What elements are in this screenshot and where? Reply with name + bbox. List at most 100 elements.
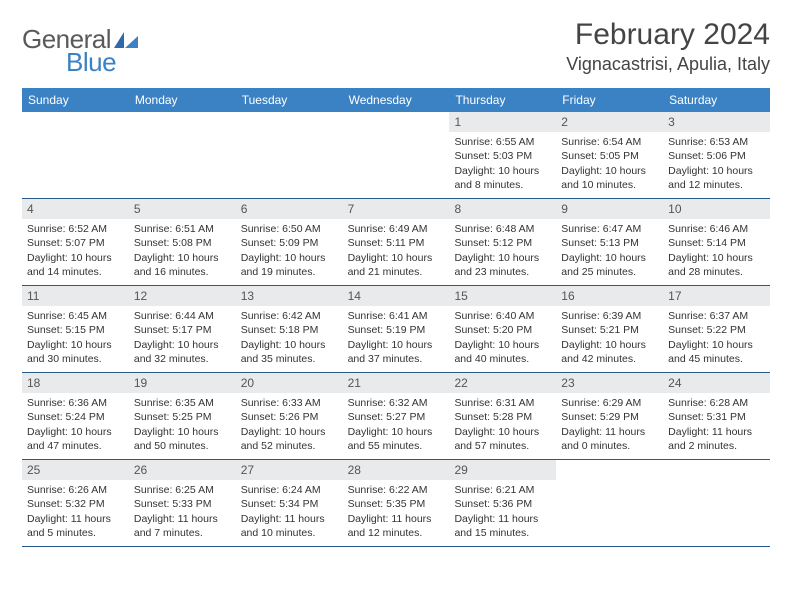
dl2-text: and 40 minutes. — [454, 352, 551, 366]
day-body: Sunrise: 6:44 AMSunset: 5:17 PMDaylight:… — [129, 306, 236, 371]
sunrise-text: Sunrise: 6:47 AM — [561, 222, 658, 236]
sunset-text: Sunset: 5:13 PM — [561, 236, 658, 250]
dl1-text: Daylight: 10 hours — [561, 164, 658, 178]
day-header: Saturday — [663, 88, 770, 112]
sunrise-text: Sunrise: 6:53 AM — [668, 135, 765, 149]
dl2-text: and 19 minutes. — [241, 265, 338, 279]
dl1-text: Daylight: 10 hours — [27, 338, 124, 352]
day-number: 21 — [343, 373, 450, 393]
day-number: 4 — [22, 199, 129, 219]
day-body: Sunrise: 6:26 AMSunset: 5:32 PMDaylight:… — [22, 480, 129, 545]
day-cell: 4Sunrise: 6:52 AMSunset: 5:07 PMDaylight… — [22, 199, 129, 285]
sunrise-text: Sunrise: 6:50 AM — [241, 222, 338, 236]
day-body: Sunrise: 6:37 AMSunset: 5:22 PMDaylight:… — [663, 306, 770, 371]
dl2-text: and 47 minutes. — [27, 439, 124, 453]
day-cell: 21Sunrise: 6:32 AMSunset: 5:27 PMDayligh… — [343, 373, 450, 459]
dl1-text: Daylight: 10 hours — [134, 251, 231, 265]
dl2-text: and 57 minutes. — [454, 439, 551, 453]
dl2-text: and 42 minutes. — [561, 352, 658, 366]
dl2-text: and 12 minutes. — [668, 178, 765, 192]
day-body: Sunrise: 6:47 AMSunset: 5:13 PMDaylight:… — [556, 219, 663, 284]
week-row: 25Sunrise: 6:26 AMSunset: 5:32 PMDayligh… — [22, 460, 770, 547]
dl2-text: and 14 minutes. — [27, 265, 124, 279]
dl1-text: Daylight: 10 hours — [454, 164, 551, 178]
day-number: 6 — [236, 199, 343, 219]
dl1-text: Daylight: 11 hours — [561, 425, 658, 439]
sunrise-text: Sunrise: 6:31 AM — [454, 396, 551, 410]
sunrise-text: Sunrise: 6:37 AM — [668, 309, 765, 323]
week-row: 18Sunrise: 6:36 AMSunset: 5:24 PMDayligh… — [22, 373, 770, 460]
dl2-text: and 37 minutes. — [348, 352, 445, 366]
day-number: 13 — [236, 286, 343, 306]
sunrise-text: Sunrise: 6:44 AM — [134, 309, 231, 323]
dl2-text: and 35 minutes. — [241, 352, 338, 366]
day-number: 24 — [663, 373, 770, 393]
day-number: 27 — [236, 460, 343, 480]
day-cell — [236, 112, 343, 198]
day-body: Sunrise: 6:41 AMSunset: 5:19 PMDaylight:… — [343, 306, 450, 371]
day-number: 1 — [449, 112, 556, 132]
day-header: Sunday — [22, 88, 129, 112]
day-cell: 23Sunrise: 6:29 AMSunset: 5:29 PMDayligh… — [556, 373, 663, 459]
dl2-text: and 45 minutes. — [668, 352, 765, 366]
sunset-text: Sunset: 5:21 PM — [561, 323, 658, 337]
day-number: 5 — [129, 199, 236, 219]
sunrise-text: Sunrise: 6:39 AM — [561, 309, 658, 323]
day-cell: 5Sunrise: 6:51 AMSunset: 5:08 PMDaylight… — [129, 199, 236, 285]
day-number: 10 — [663, 199, 770, 219]
day-number: 15 — [449, 286, 556, 306]
day-number: 26 — [129, 460, 236, 480]
dl1-text: Daylight: 10 hours — [668, 164, 765, 178]
sunrise-text: Sunrise: 6:24 AM — [241, 483, 338, 497]
week-row: 11Sunrise: 6:45 AMSunset: 5:15 PMDayligh… — [22, 286, 770, 373]
dl1-text: Daylight: 11 hours — [668, 425, 765, 439]
month-title: February 2024 — [566, 18, 770, 52]
dl2-text: and 50 minutes. — [134, 439, 231, 453]
dl1-text: Daylight: 10 hours — [561, 251, 658, 265]
sunrise-text: Sunrise: 6:29 AM — [561, 396, 658, 410]
dl2-text: and 8 minutes. — [454, 178, 551, 192]
dl2-text: and 23 minutes. — [454, 265, 551, 279]
dl2-text: and 28 minutes. — [668, 265, 765, 279]
dl2-text: and 32 minutes. — [134, 352, 231, 366]
day-cell: 6Sunrise: 6:50 AMSunset: 5:09 PMDaylight… — [236, 199, 343, 285]
week-row: 1Sunrise: 6:55 AMSunset: 5:03 PMDaylight… — [22, 112, 770, 199]
day-header-row: SundayMondayTuesdayWednesdayThursdayFrid… — [22, 88, 770, 112]
sunset-text: Sunset: 5:11 PM — [348, 236, 445, 250]
day-body: Sunrise: 6:39 AMSunset: 5:21 PMDaylight:… — [556, 306, 663, 371]
day-number: 17 — [663, 286, 770, 306]
sunrise-text: Sunrise: 6:28 AM — [668, 396, 765, 410]
header: General Blue February 2024 Vignacastrisi… — [22, 18, 770, 78]
day-cell: 17Sunrise: 6:37 AMSunset: 5:22 PMDayligh… — [663, 286, 770, 372]
sunrise-text: Sunrise: 6:54 AM — [561, 135, 658, 149]
sunset-text: Sunset: 5:24 PM — [27, 410, 124, 424]
day-body: Sunrise: 6:55 AMSunset: 5:03 PMDaylight:… — [449, 132, 556, 197]
day-header: Tuesday — [236, 88, 343, 112]
day-number: 25 — [22, 460, 129, 480]
day-cell — [129, 112, 236, 198]
day-cell: 20Sunrise: 6:33 AMSunset: 5:26 PMDayligh… — [236, 373, 343, 459]
day-body: Sunrise: 6:49 AMSunset: 5:11 PMDaylight:… — [343, 219, 450, 284]
dl1-text: Daylight: 10 hours — [454, 338, 551, 352]
dl2-text: and 0 minutes. — [561, 439, 658, 453]
dl1-text: Daylight: 11 hours — [348, 512, 445, 526]
dl1-text: Daylight: 10 hours — [27, 251, 124, 265]
dl2-text: and 7 minutes. — [134, 526, 231, 540]
sunset-text: Sunset: 5:19 PM — [348, 323, 445, 337]
day-cell: 1Sunrise: 6:55 AMSunset: 5:03 PMDaylight… — [449, 112, 556, 198]
dl2-text: and 25 minutes. — [561, 265, 658, 279]
dl2-text: and 16 minutes. — [134, 265, 231, 279]
dl1-text: Daylight: 10 hours — [348, 251, 445, 265]
sunset-text: Sunset: 5:32 PM — [27, 497, 124, 511]
day-cell: 14Sunrise: 6:41 AMSunset: 5:19 PMDayligh… — [343, 286, 450, 372]
dl1-text: Daylight: 10 hours — [668, 338, 765, 352]
dl2-text: and 10 minutes. — [241, 526, 338, 540]
day-cell — [556, 460, 663, 546]
day-number: 28 — [343, 460, 450, 480]
sunrise-text: Sunrise: 6:49 AM — [348, 222, 445, 236]
sunset-text: Sunset: 5:17 PM — [134, 323, 231, 337]
day-cell: 10Sunrise: 6:46 AMSunset: 5:14 PMDayligh… — [663, 199, 770, 285]
day-body: Sunrise: 6:42 AMSunset: 5:18 PMDaylight:… — [236, 306, 343, 371]
sunrise-text: Sunrise: 6:45 AM — [27, 309, 124, 323]
sunset-text: Sunset: 5:06 PM — [668, 149, 765, 163]
